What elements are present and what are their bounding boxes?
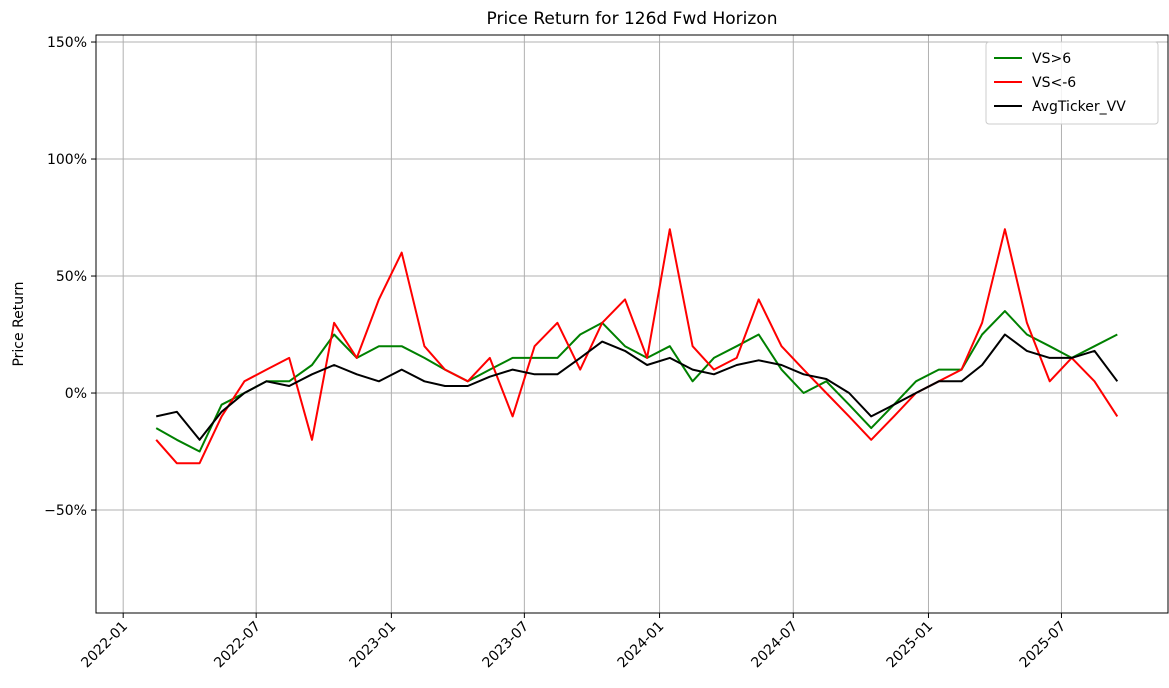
legend-label: VS>6 — [1032, 51, 1071, 67]
chart-title: Price Return for 126d Fwd Horizon — [487, 9, 778, 29]
x-tick-label: 2024-07 — [748, 619, 801, 672]
y-tick-label: −50% — [44, 503, 87, 519]
x-tick-label: 2022-01 — [78, 619, 131, 672]
legend: VS>6 VS<-6 AvgTicker_VV — [985, 41, 1159, 125]
series-line — [155, 333, 1119, 441]
legend-box — [985, 41, 1159, 125]
x-tick-label: 2023-01 — [347, 619, 400, 672]
legend-label: VS<-6 — [1032, 75, 1076, 91]
x-tick-label: 2022-07 — [211, 619, 264, 672]
x-tick-label: 2023-07 — [480, 619, 533, 672]
plot-frame — [95, 34, 1169, 614]
legend-label: AvgTicker_VV — [1032, 99, 1126, 115]
y-tick-label: 100% — [47, 152, 87, 168]
y-tick-label: 150% — [47, 35, 87, 51]
y-axis-label: Price Return — [11, 281, 27, 366]
y-tick-label: 50% — [56, 269, 87, 285]
x-tick-label: 2025-07 — [1017, 619, 1070, 672]
series-line — [155, 228, 1119, 465]
x-tick-label: 2025-01 — [884, 619, 937, 672]
y-tick-label: 0% — [65, 386, 87, 402]
x-tick-label: 2024-01 — [615, 619, 668, 672]
series-line — [155, 310, 1118, 453]
